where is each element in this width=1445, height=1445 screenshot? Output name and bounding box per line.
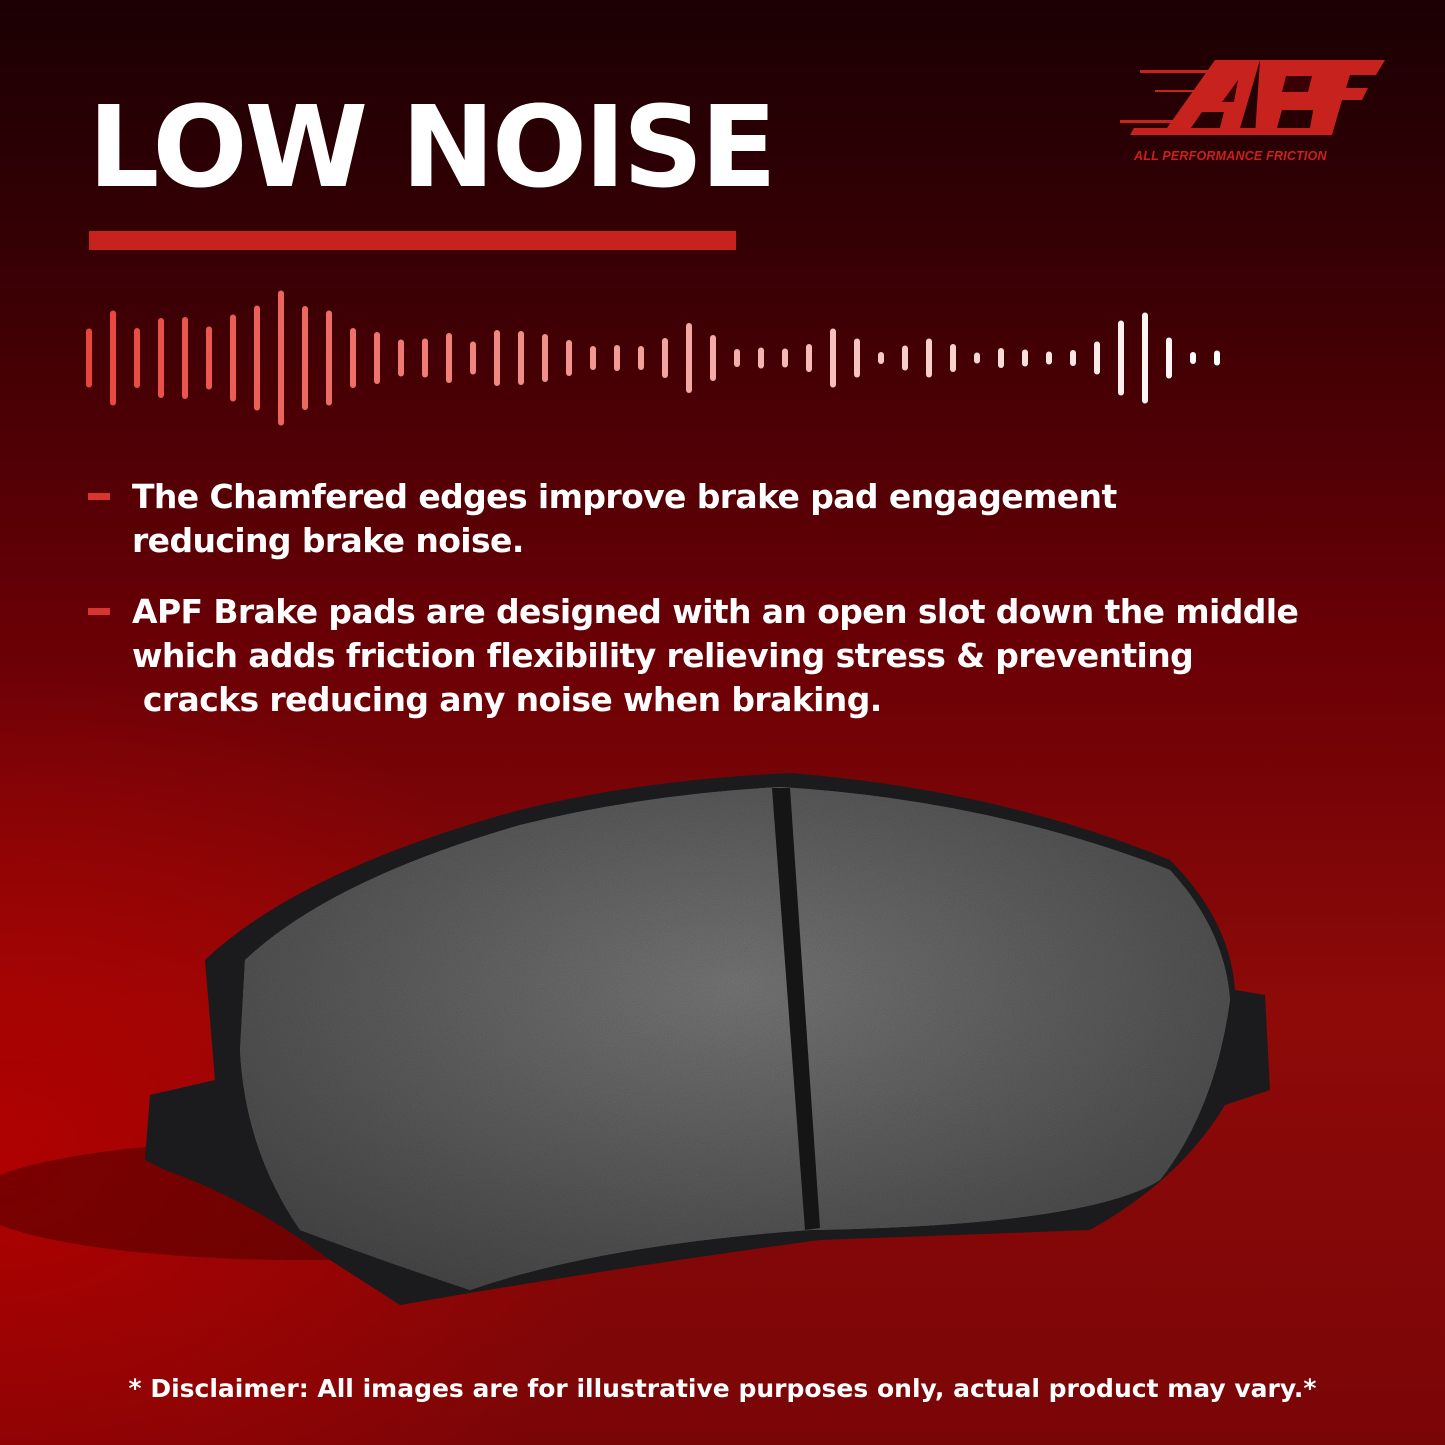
headline: LOW NOISE bbox=[88, 83, 777, 213]
waveform-bar bbox=[350, 328, 356, 388]
waveform-bar bbox=[230, 314, 236, 402]
sound-waveform bbox=[86, 290, 1220, 426]
waveform-bar bbox=[542, 334, 548, 382]
waveform-bar bbox=[710, 335, 716, 381]
waveform-bar bbox=[1022, 349, 1028, 367]
waveform-bar bbox=[1046, 351, 1052, 365]
waveform-bar bbox=[950, 344, 956, 372]
waveform-bar bbox=[1118, 320, 1124, 396]
waveform-bar bbox=[1166, 337, 1172, 379]
waveform-bar bbox=[782, 348, 788, 368]
waveform-bar bbox=[206, 326, 212, 390]
logo-tagline: ALL PERFORMANCE FRICTION bbox=[1134, 149, 1327, 163]
waveform-bar bbox=[590, 346, 596, 370]
apf-logo bbox=[1120, 60, 1385, 135]
waveform-bar bbox=[638, 346, 644, 370]
disclaimer: * Disclaimer: All images are for illustr… bbox=[128, 1374, 1317, 1403]
waveform-bar bbox=[662, 338, 668, 378]
waveform-bar bbox=[974, 352, 980, 364]
waveform-bar bbox=[1094, 341, 1100, 375]
waveform-bar bbox=[1214, 350, 1220, 366]
waveform-bar bbox=[86, 328, 92, 388]
bullet-dash bbox=[88, 608, 110, 615]
waveform-bar bbox=[494, 330, 500, 386]
waveform-bar bbox=[614, 345, 620, 371]
waveform-bar bbox=[854, 338, 860, 378]
headline-underline bbox=[89, 231, 736, 250]
waveform-bar bbox=[158, 318, 164, 398]
waveform-bar bbox=[398, 339, 404, 377]
waveform-bar bbox=[278, 290, 284, 426]
brake-pad-image bbox=[0, 773, 1270, 1305]
waveform-bar bbox=[110, 310, 116, 406]
bullet-line: The Chamfered edges improve brake pad en… bbox=[132, 477, 1117, 516]
waveform-bar bbox=[806, 344, 812, 372]
waveform-bar bbox=[902, 345, 908, 371]
waveform-bar bbox=[734, 349, 740, 367]
waveform-bar bbox=[470, 341, 476, 375]
waveform-bar bbox=[566, 340, 572, 376]
waveform-bar bbox=[1070, 350, 1076, 366]
waveform-bar bbox=[134, 328, 140, 388]
waveform-bar bbox=[926, 338, 932, 378]
bullet-dash bbox=[88, 493, 110, 500]
bullet-line: reducing brake noise. bbox=[132, 521, 524, 560]
waveform-bar bbox=[422, 338, 428, 378]
waveform-bar bbox=[830, 328, 836, 388]
waveform-bar bbox=[686, 323, 692, 393]
waveform-bar bbox=[998, 348, 1004, 368]
waveform-bar bbox=[182, 317, 188, 399]
waveform-bar bbox=[254, 305, 260, 411]
bullet-line: which adds friction flexibility relievin… bbox=[132, 636, 1194, 675]
waveform-bar bbox=[326, 310, 332, 406]
bullet-line: cracks reducing any noise when braking. bbox=[132, 680, 882, 719]
waveform-bar bbox=[446, 333, 452, 383]
waveform-bar bbox=[1142, 312, 1148, 404]
waveform-bar bbox=[878, 352, 884, 364]
waveform-bar bbox=[518, 331, 524, 385]
bullet-line: APF Brake pads are designed with an open… bbox=[132, 592, 1299, 631]
waveform-bar bbox=[374, 332, 380, 384]
waveform-bar bbox=[302, 306, 308, 410]
waveform-bar bbox=[1190, 352, 1196, 364]
waveform-bar bbox=[758, 347, 764, 369]
